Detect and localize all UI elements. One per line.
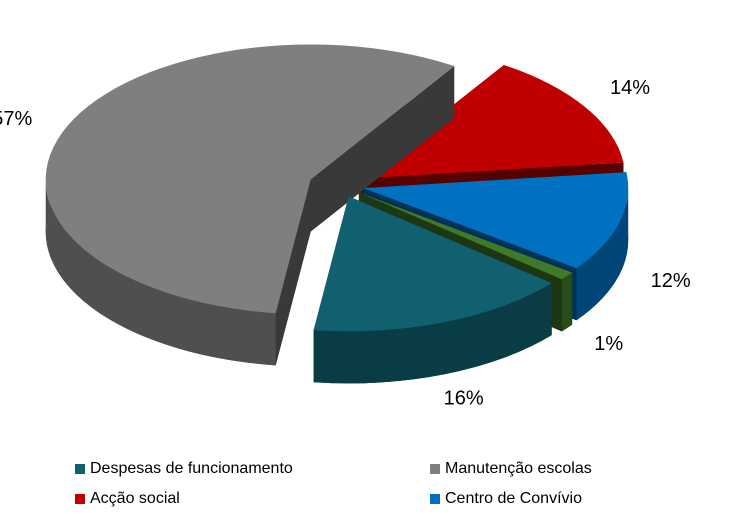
slice-side [576,188,629,321]
value-label: 16% [444,388,484,410]
value-label: 12% [651,270,691,292]
legend-swatch [75,494,85,504]
legend-label: Acção social [90,490,180,507]
slice [363,172,629,269]
legend-label: Centro de Convívio [445,490,582,507]
value-label: 1% [594,333,623,355]
slice [313,196,552,332]
slice [358,192,573,280]
value-label: 14% [610,77,650,99]
slice-side [561,272,573,332]
slice-side [313,283,552,384]
slice-wall [275,179,311,366]
slice [360,65,624,179]
legend-swatch [430,464,440,474]
value-label: 57% [0,108,33,130]
legend-label: Despesas de funcionamento [90,460,293,477]
legend-swatch [75,464,85,474]
legend-swatch [430,494,440,504]
slice-wall [310,66,455,232]
slice [45,44,455,314]
slice-side [45,179,276,366]
legend-label: Manutenção escolas [445,460,592,477]
